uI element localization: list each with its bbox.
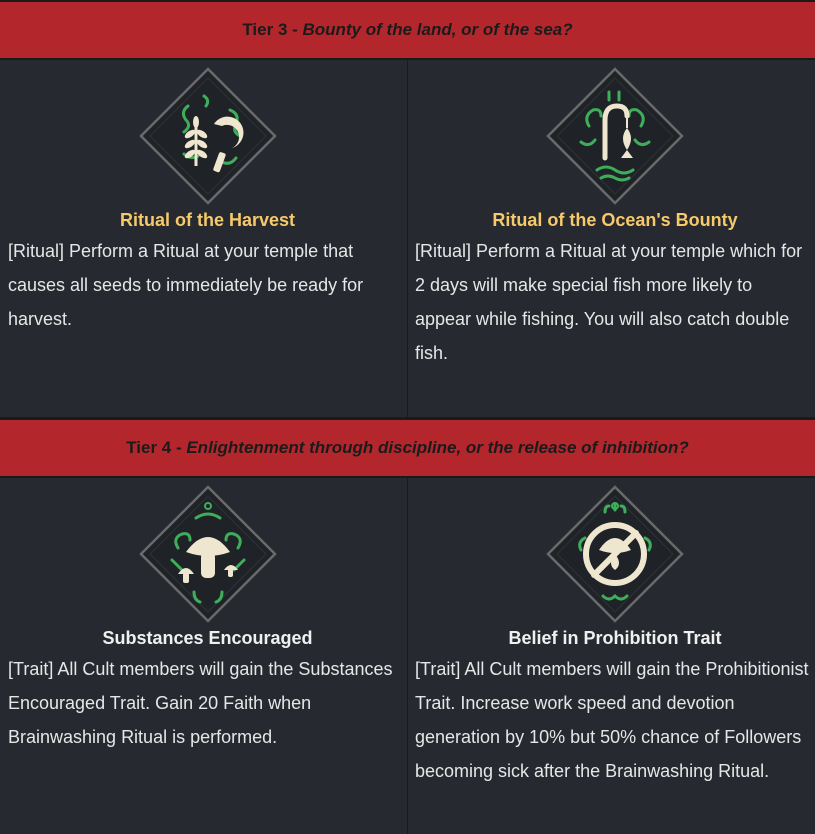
mushroom-icon — [138, 484, 278, 624]
prohibited-mushroom-icon — [545, 484, 685, 624]
tier-3-label: Tier 3 - — [242, 20, 303, 39]
tier-4-subtitle: Enlightenment through discipline, or the… — [186, 438, 689, 457]
tier-3-subtitle: Bounty of the land, or of the sea? — [302, 20, 573, 39]
option-description: [Trait] All Cult members will gain the P… — [415, 659, 809, 781]
tier-3-options: Ritual of the Harvest [Ritual] Perform a… — [0, 60, 815, 418]
tier-3-header: Tier 3 - Bounty of the land, or of the s… — [0, 0, 815, 60]
tier-4-label: Tier 4 - — [126, 438, 187, 457]
option-description: [Ritual] Perform a Ritual at your temple… — [415, 241, 803, 363]
option-ritual-ocean-bounty: Ritual of the Ocean's Bounty [Ritual] Pe… — [407, 60, 815, 417]
option-name: Ritual of the Ocean's Bounty — [492, 210, 738, 230]
option-substances-encouraged: Substances Encouraged [Trait] All Cult m… — [0, 478, 407, 834]
option-name: Ritual of the Harvest — [119, 210, 296, 230]
fishing-rod-icon — [545, 66, 685, 206]
option-description: [Ritual] Perform a Ritual at your temple… — [8, 241, 364, 329]
option-description: [Trait] All Cult members will gain the S… — [8, 659, 393, 747]
option-ritual-harvest: Ritual of the Harvest [Ritual] Perform a… — [0, 60, 407, 417]
tier-4-options: Substances Encouraged [Trait] All Cult m… — [0, 478, 815, 834]
option-name: Belief in Prohibition Trait — [508, 628, 722, 648]
harvest-sickle-icon — [138, 66, 278, 206]
option-name: Substances Encouraged — [102, 628, 313, 648]
option-belief-in-prohibition: Belief in Prohibition Trait [Trait] All … — [407, 478, 815, 834]
tier-4-header: Tier 4 - Enlightenment through disciplin… — [0, 418, 815, 478]
